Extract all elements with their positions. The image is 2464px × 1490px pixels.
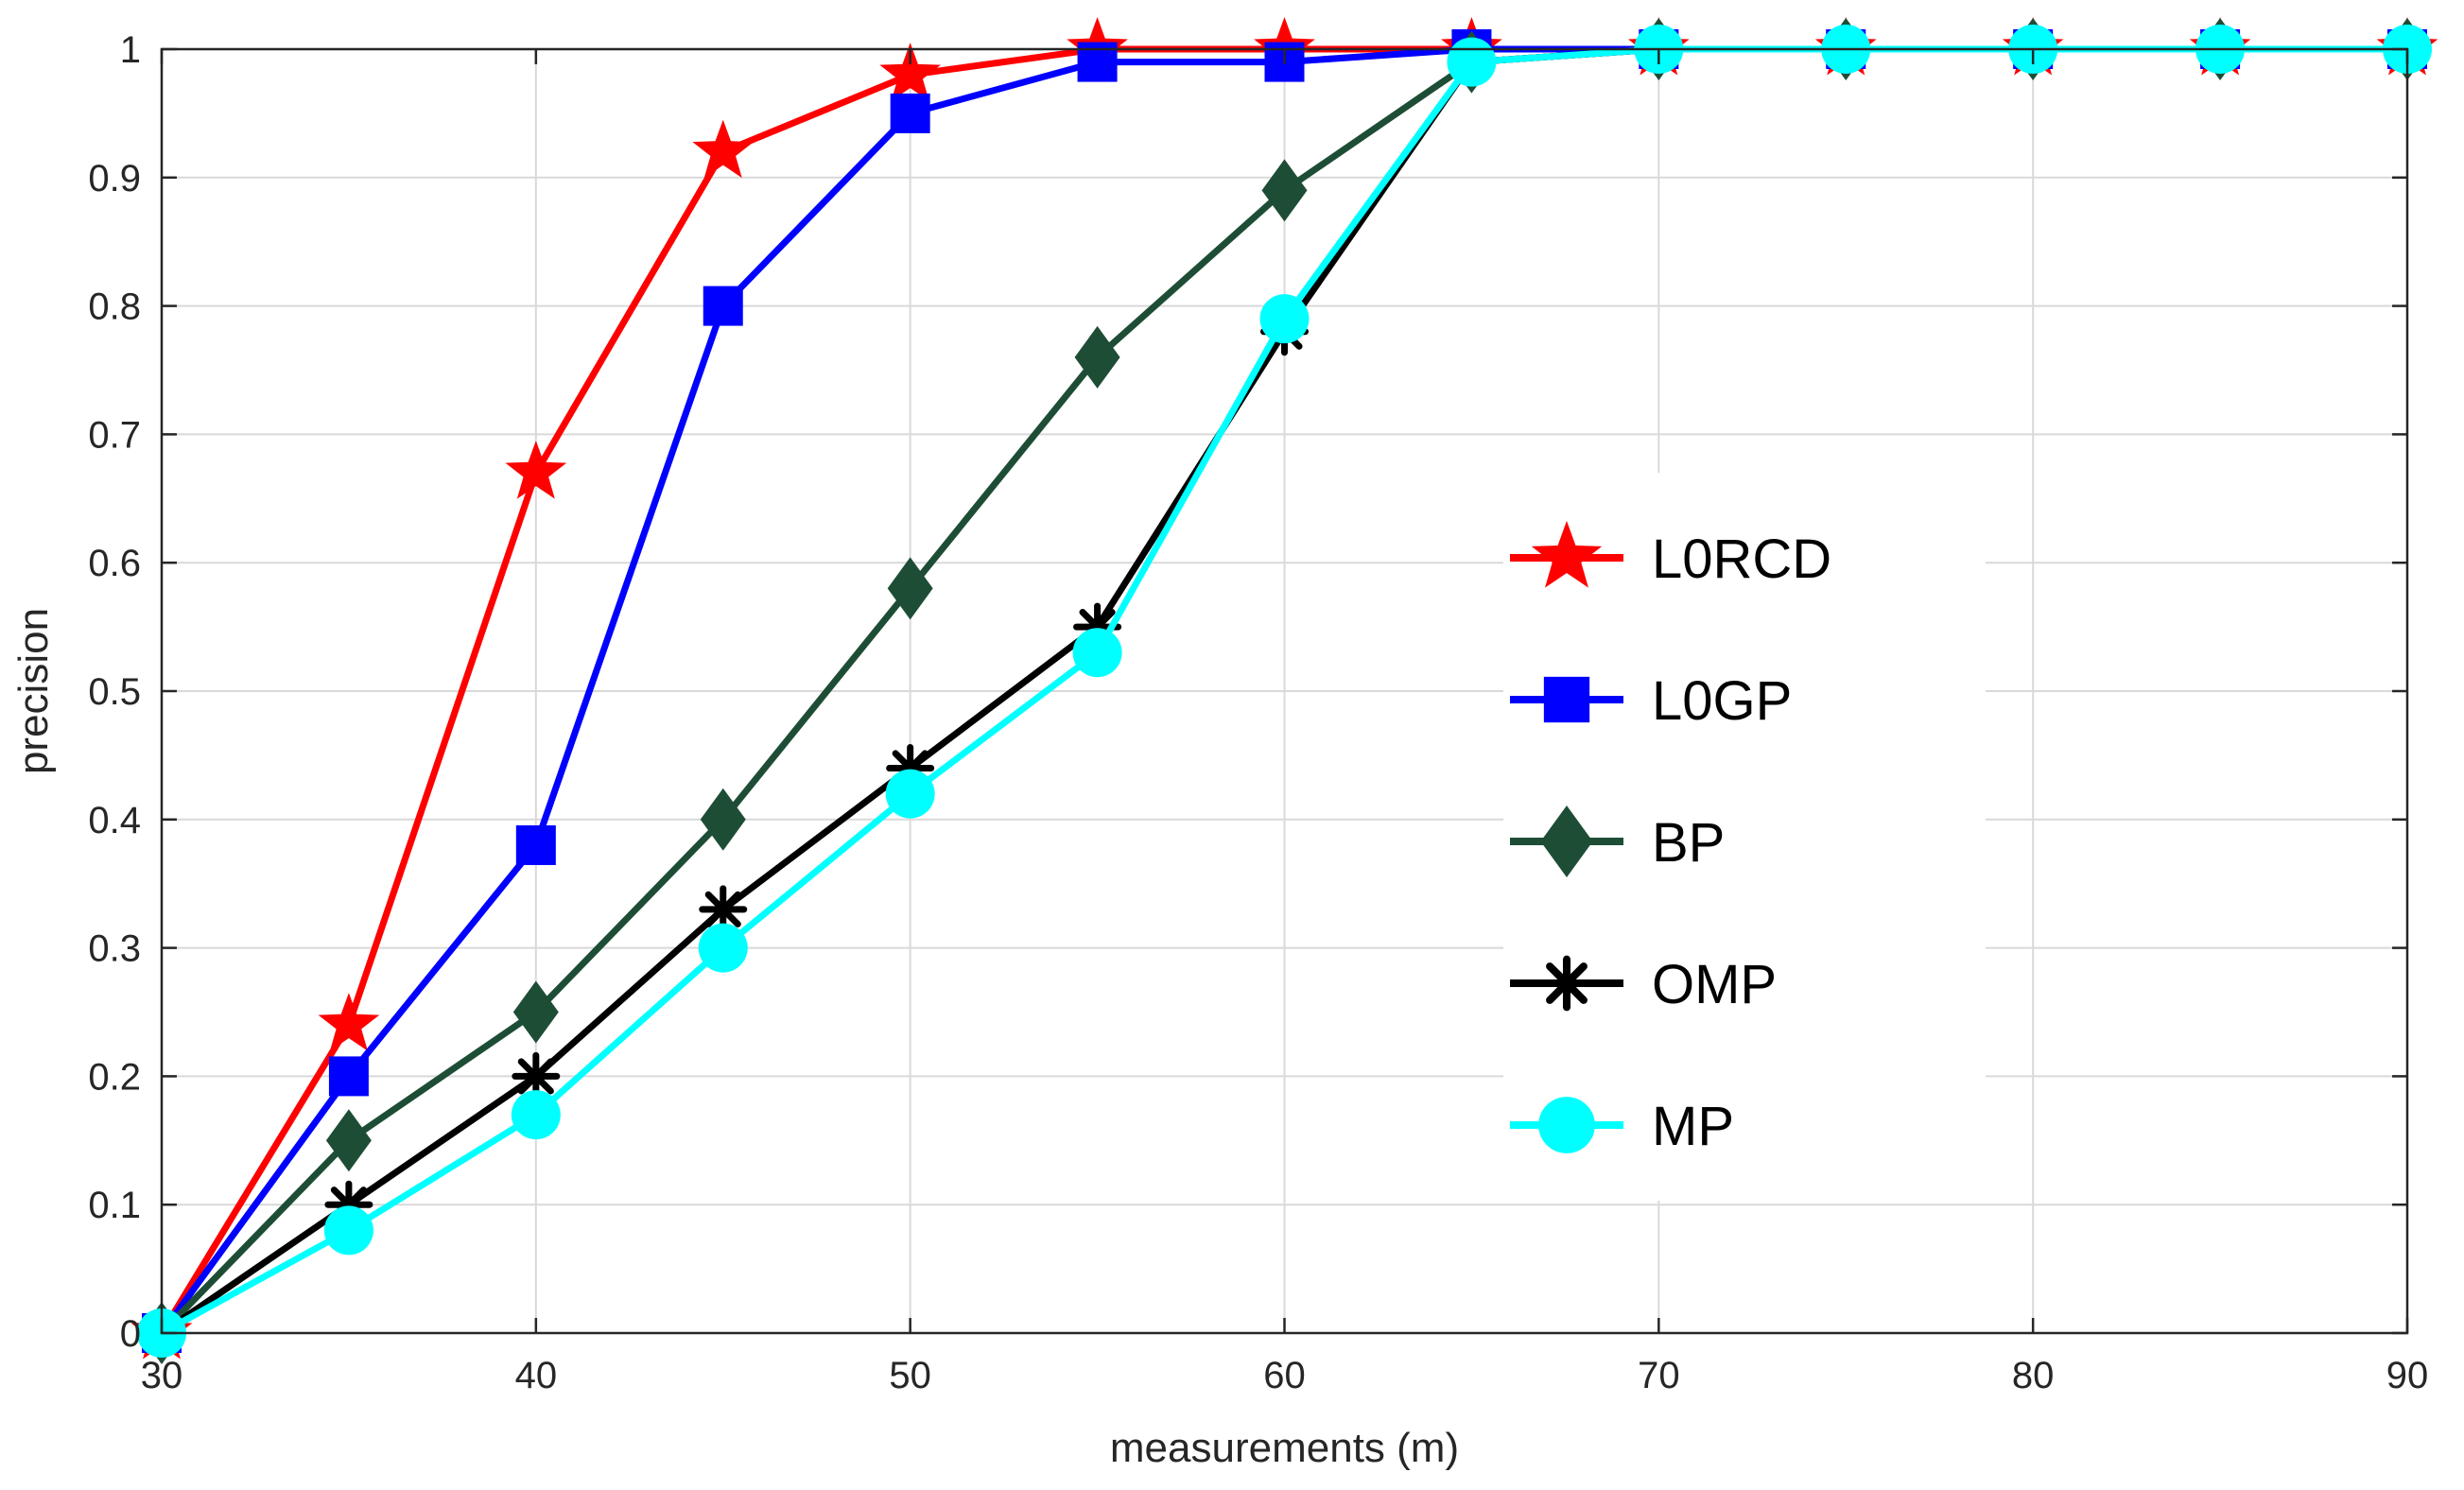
data-point-mp [885, 769, 935, 819]
data-point-l0rcd [505, 441, 567, 499]
data-point-omp-stroke [704, 891, 741, 927]
x-tick-label: 70 [1638, 1355, 1680, 1396]
data-point-l0rcd [879, 43, 941, 101]
data-point-omp [512, 1051, 561, 1100]
data-point-mp [1072, 628, 1122, 678]
data-point-bp [1074, 325, 1120, 389]
data-point-bp [512, 980, 559, 1044]
data-point-mp [1259, 294, 1310, 344]
x-tick-label: 50 [889, 1355, 931, 1396]
legend-swatch-marker [1540, 806, 1593, 877]
data-point-omp-stroke [517, 1058, 554, 1095]
y-tick-label: 0.7 [88, 414, 141, 456]
y-tick-label: 0.9 [88, 158, 141, 199]
legend-entry-mp: MP [1510, 1096, 1734, 1157]
y-tick-label: 0.5 [88, 671, 141, 713]
y-tick-label: 0.2 [88, 1056, 141, 1098]
y-tick-label: 1 [120, 29, 141, 71]
axes-layer: 30 40 50 60 70 80 90 0 0.1 0.2 0.3 0.4 0.5 0.6 0.7 0.8 0… [88, 29, 2428, 1396]
legend-swatch-marker-stroke [1546, 962, 1588, 1004]
y-tick-label: 0.4 [88, 800, 141, 841]
data-point-mp [698, 923, 748, 973]
legend-entry-l0rcd: L0RCD [1510, 520, 1831, 590]
data-point-bp [1261, 159, 1308, 222]
x-tick-label: 60 [1263, 1355, 1306, 1396]
data-point-l0rcd [318, 993, 380, 1051]
y-tick-label: 0.1 [88, 1185, 141, 1226]
legend-label: MP [1652, 1096, 1734, 1157]
data-point-bp [887, 557, 933, 620]
legend-swatch-marker [1531, 520, 1603, 588]
x-axis-label: measurements (m) [1110, 1425, 1459, 1471]
y-tick-label: 0.3 [88, 928, 141, 970]
x-tick-label: 90 [2386, 1355, 2429, 1396]
legend-swatch-marker [1538, 955, 1595, 1012]
data-point-l0gp [328, 1056, 369, 1097]
y-tick-label: 0.6 [88, 543, 141, 584]
data-point-l0gp [703, 286, 743, 326]
legend-entry-l0gp: L0GP [1510, 670, 1792, 732]
x-tick-label: 40 [515, 1355, 558, 1396]
data-point-l0gp [515, 824, 556, 865]
legend-label: L0GP [1652, 670, 1792, 732]
legend-swatch-marker [1538, 1097, 1595, 1153]
legend: L0RCD L0GP BP OMP MP [1510, 520, 1831, 1157]
data-point-omp [699, 885, 748, 934]
legend-label: OMP [1652, 954, 1777, 1015]
data-point-mp [1447, 37, 1497, 87]
data-point-l0rcd [692, 119, 755, 179]
y-tick-label: 0 [120, 1313, 141, 1355]
x-tick-label: 30 [141, 1355, 183, 1396]
legend-entry-omp: OMP [1510, 954, 1777, 1015]
data-point-mp [511, 1090, 561, 1140]
legend-swatch-marker [1543, 676, 1590, 723]
data-point-bp [700, 788, 746, 851]
y-axis-label: precision [10, 608, 57, 774]
legend-label: L0RCD [1652, 528, 1831, 590]
data-point-l0gp [890, 93, 930, 133]
data-point-mp [323, 1205, 373, 1256]
legend-label: BP [1652, 812, 1725, 874]
y-tick-label: 0.8 [88, 286, 141, 328]
data-point-bp [325, 1109, 372, 1172]
x-tick-label: 80 [2012, 1355, 2055, 1396]
legend-entry-bp: BP [1510, 806, 1725, 877]
